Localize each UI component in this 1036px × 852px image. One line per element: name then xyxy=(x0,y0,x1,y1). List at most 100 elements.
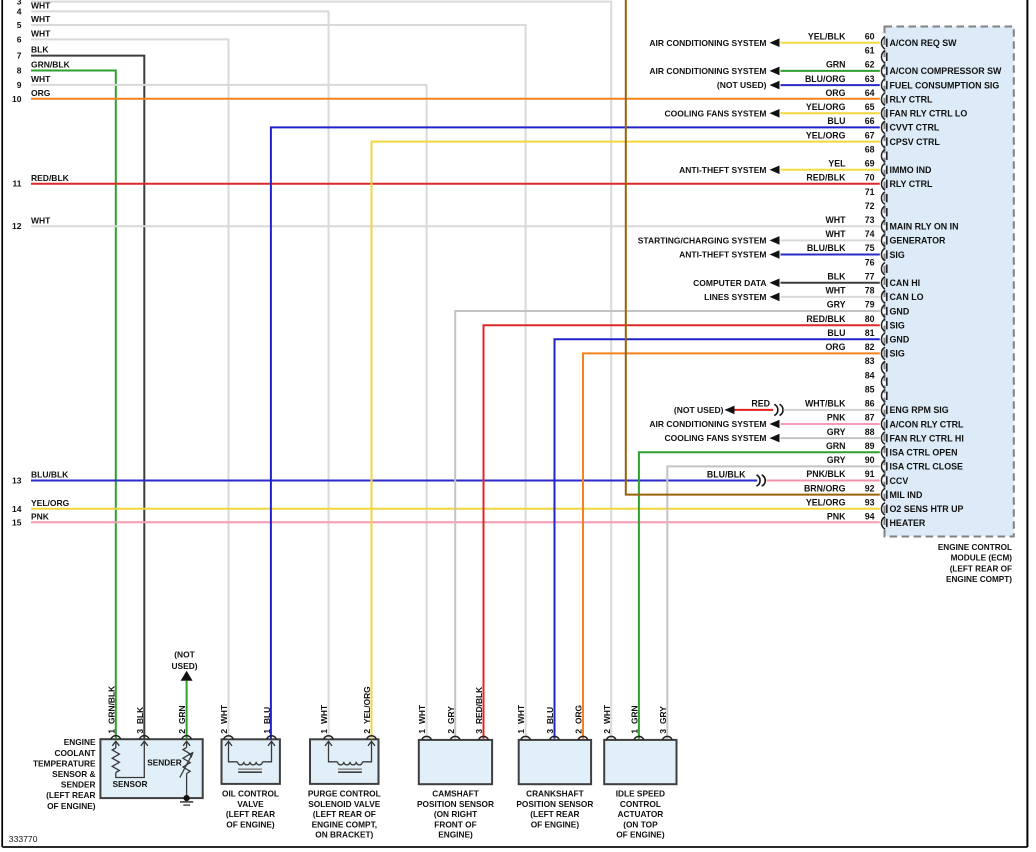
svg-text:(ON RIGHT: (ON RIGHT xyxy=(434,809,477,819)
svg-text:HEATER: HEATER xyxy=(890,518,926,528)
svg-text:GND: GND xyxy=(890,335,910,345)
svg-text:FAN RLY CTRL HI: FAN RLY CTRL HI xyxy=(890,433,964,443)
svg-text:GRN: GRN xyxy=(177,705,187,724)
svg-text:ON BRACKET): ON BRACKET) xyxy=(315,830,373,840)
svg-text:PNK/BLK: PNK/BLK xyxy=(806,469,846,479)
svg-text:WHT: WHT xyxy=(31,215,51,225)
svg-text:15: 15 xyxy=(12,517,22,527)
svg-text:70: 70 xyxy=(865,173,875,183)
svg-text:GND: GND xyxy=(890,306,910,316)
svg-text:(LEFT REAR: (LEFT REAR xyxy=(226,809,275,819)
svg-text:333770: 333770 xyxy=(9,834,38,844)
svg-text:MODULE (ECM): MODULE (ECM) xyxy=(951,554,1013,563)
svg-text:TEMPERATURE: TEMPERATURE xyxy=(33,758,96,768)
svg-text:FAN RLY CTRL LO: FAN RLY CTRL LO xyxy=(890,109,968,119)
svg-text:79: 79 xyxy=(865,300,875,310)
svg-text:BLK: BLK xyxy=(827,272,846,282)
svg-text:WHT: WHT xyxy=(825,215,846,225)
svg-text:CRANKSHAFT: CRANKSHAFT xyxy=(526,789,584,799)
svg-text:ENG RPM SIG: ENG RPM SIG xyxy=(890,405,949,415)
svg-text:OF ENGINE): OF ENGINE) xyxy=(616,830,665,840)
svg-text:1: 1 xyxy=(516,729,526,734)
svg-text:87: 87 xyxy=(865,413,875,423)
svg-text:YEL/BLK: YEL/BLK xyxy=(808,31,846,41)
svg-text:(LEFT REAR OF: (LEFT REAR OF xyxy=(950,564,1012,573)
svg-text:PURGE CONTROL: PURGE CONTROL xyxy=(308,789,381,799)
svg-text:SENSOR &: SENSOR & xyxy=(52,769,95,779)
svg-text:WHT: WHT xyxy=(31,29,51,39)
svg-text:STARTING/CHARGING SYSTEM: STARTING/CHARGING SYSTEM xyxy=(638,236,767,246)
svg-text:(NOT USED): (NOT USED) xyxy=(674,405,724,415)
svg-text:IMMO IND: IMMO IND xyxy=(890,165,932,175)
svg-text:3: 3 xyxy=(135,729,145,734)
svg-text:ORG: ORG xyxy=(825,88,845,98)
svg-text:BLU: BLU xyxy=(827,328,845,338)
svg-text:GRY: GRY xyxy=(827,300,846,310)
svg-text:BLK: BLK xyxy=(135,707,145,724)
svg-text:WHT: WHT xyxy=(31,74,51,84)
svg-text:RLY CTRL: RLY CTRL xyxy=(890,179,933,189)
svg-text:2: 2 xyxy=(362,729,372,734)
svg-text:MIL IND: MIL IND xyxy=(890,490,923,500)
svg-text:93: 93 xyxy=(865,498,875,508)
svg-text:PNK: PNK xyxy=(827,413,846,423)
svg-text:BRN/ORG: BRN/ORG xyxy=(804,483,846,493)
svg-text:BLU: BLU xyxy=(827,116,845,126)
svg-text:YEL/ORG: YEL/ORG xyxy=(806,102,846,112)
svg-text:CAN HI: CAN HI xyxy=(890,278,921,288)
svg-text:CONTROL: CONTROL xyxy=(620,799,661,809)
svg-text:RED/BLK: RED/BLK xyxy=(806,314,846,324)
svg-text:WHT: WHT xyxy=(219,704,229,724)
svg-text:(LEFT REAR: (LEFT REAR xyxy=(46,790,95,800)
svg-text:COOLING FANS SYSTEM: COOLING FANS SYSTEM xyxy=(664,433,766,443)
svg-text:5: 5 xyxy=(17,20,22,30)
svg-text:YEL/ORG: YEL/ORG xyxy=(362,686,372,724)
svg-text:WHT: WHT xyxy=(31,14,51,24)
svg-text:89: 89 xyxy=(865,441,875,451)
svg-text:BLU/BLK: BLU/BLK xyxy=(31,470,69,480)
svg-text:GRN: GRN xyxy=(630,705,640,724)
svg-text:GRY: GRY xyxy=(658,706,668,724)
svg-text:GRY: GRY xyxy=(827,455,846,465)
svg-text:COMPUTER DATA: COMPUTER DATA xyxy=(693,278,766,288)
svg-text:OF ENGINE): OF ENGINE) xyxy=(531,819,580,829)
svg-text:ISA CTRL CLOSE: ISA CTRL CLOSE xyxy=(890,462,964,472)
svg-text:BLU: BLU xyxy=(262,707,272,724)
svg-text:68: 68 xyxy=(865,144,875,154)
svg-text:74: 74 xyxy=(865,229,875,239)
svg-text:YEL/ORG: YEL/ORG xyxy=(31,498,70,508)
svg-text:3: 3 xyxy=(545,729,555,734)
svg-text:1: 1 xyxy=(417,729,427,734)
svg-text:CCV: CCV xyxy=(890,476,909,486)
svg-text:3: 3 xyxy=(658,729,668,734)
svg-text:91: 91 xyxy=(865,469,875,479)
svg-text:3: 3 xyxy=(17,0,22,7)
svg-text:(NOT USED): (NOT USED) xyxy=(717,80,767,90)
svg-text:2: 2 xyxy=(574,729,584,734)
svg-text:9: 9 xyxy=(17,80,22,90)
svg-text:SIG: SIG xyxy=(890,321,905,331)
svg-text:ORG: ORG xyxy=(825,342,845,352)
svg-text:1: 1 xyxy=(319,729,329,734)
svg-text:RLY CTRL: RLY CTRL xyxy=(890,95,933,105)
svg-text:61: 61 xyxy=(865,46,875,56)
svg-text:14: 14 xyxy=(12,504,22,514)
svg-text:10: 10 xyxy=(12,94,22,104)
svg-text:WHT/BLK: WHT/BLK xyxy=(805,399,846,409)
svg-text:CAN LO: CAN LO xyxy=(890,292,924,302)
svg-text:ANTI-THEFT SYSTEM: ANTI-THEFT SYSTEM xyxy=(679,165,766,175)
svg-text:92: 92 xyxy=(865,483,875,493)
svg-text:SIG: SIG xyxy=(890,349,905,359)
svg-text:ORG: ORG xyxy=(31,88,51,98)
svg-text:66: 66 xyxy=(865,116,875,126)
svg-text:LINES SYSTEM: LINES SYSTEM xyxy=(704,292,766,302)
svg-text:OF ENGINE): OF ENGINE) xyxy=(47,801,96,811)
svg-text:WHT: WHT xyxy=(417,704,427,724)
svg-text:4: 4 xyxy=(17,6,22,16)
svg-text:GRN: GRN xyxy=(826,60,846,70)
svg-text:AIR CONDITIONING SYSTEM: AIR CONDITIONING SYSTEM xyxy=(649,38,766,48)
svg-text:72: 72 xyxy=(865,201,875,211)
svg-text:12: 12 xyxy=(12,221,22,231)
svg-text:CVVT CTRL: CVVT CTRL xyxy=(890,123,940,133)
svg-text:A/CON RLY CTRL: A/CON RLY CTRL xyxy=(890,419,965,429)
